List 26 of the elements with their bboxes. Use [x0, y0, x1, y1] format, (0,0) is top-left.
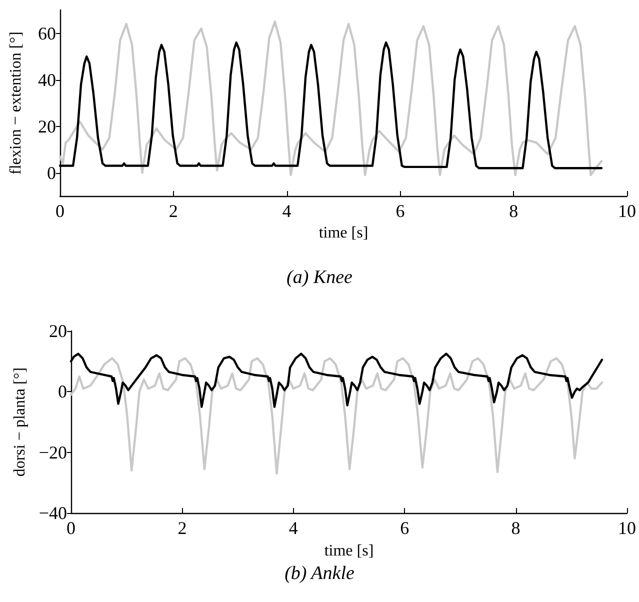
- x-tick-label: 4: [288, 518, 298, 538]
- y-tick-label: −20: [38, 442, 67, 462]
- x-tick-label: 10: [618, 201, 636, 221]
- y-tick-label: 20: [38, 116, 56, 136]
- x-tick-label: 2: [178, 518, 187, 538]
- x-tick-label: 2: [168, 201, 178, 221]
- y-tick-label: 60: [38, 23, 56, 44]
- text: (b) Ankle: [284, 563, 354, 584]
- text: (a) Knee: [286, 267, 352, 288]
- y-tick-label: −40: [38, 503, 67, 523]
- x-tick-label: 6: [396, 201, 405, 221]
- line-series: [58, 20, 603, 176]
- x-axis-title: time [s]: [324, 542, 374, 560]
- y-tick-label: 20: [49, 321, 67, 341]
- x-tick-label: 4: [282, 201, 292, 221]
- x-tick-label: 10: [618, 518, 636, 538]
- x-tick-label: 6: [400, 518, 410, 538]
- x-tick-label: 8: [509, 201, 518, 221]
- x-tick-label: 8: [511, 518, 520, 538]
- y-tick-label: 0: [58, 382, 67, 402]
- y-axis-title: flexion − extention [°]: [8, 32, 24, 174]
- y-tick-label: 0: [47, 162, 56, 183]
- x-axis-title: time [s]: [318, 224, 368, 242]
- y-tick-label: 40: [38, 70, 56, 90]
- y-axis-title: dorsi − planta [°]: [11, 367, 28, 477]
- line-series: [70, 357, 604, 475]
